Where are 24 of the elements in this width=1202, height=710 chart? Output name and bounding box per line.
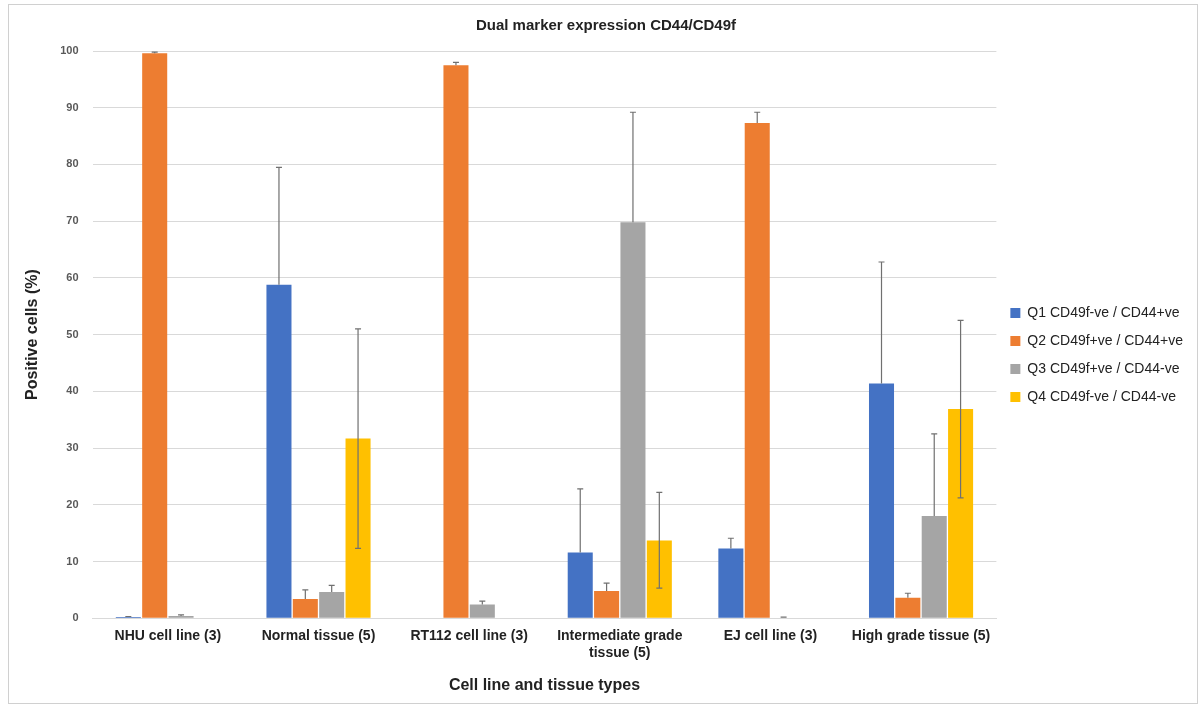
y-tick-label: 90 <box>66 100 79 113</box>
x-axis-title: Cell line and tissue types <box>448 675 641 693</box>
y-tick-label: 20 <box>66 497 79 510</box>
x-tick-label: RT112 cell line (3) <box>410 627 528 644</box>
chart-title: Dual marker expression CD44/CD49f <box>475 16 738 34</box>
legend-label: Q1 CD49f-ve / CD44+ve <box>1027 303 1180 320</box>
y-tick-label: 30 <box>66 441 79 454</box>
y-tick-label: 40 <box>66 384 79 397</box>
x-tick-label: EJ cell line (3) <box>723 627 818 644</box>
y-tick-label: 80 <box>66 157 79 170</box>
y-tick-label: 60 <box>66 270 79 283</box>
legend-label: Q2 CD49f+ve / CD44+ve <box>1027 331 1184 348</box>
x-tick-label: NHU cell line (3) <box>114 627 222 644</box>
y-tick-label: 10 <box>66 554 79 567</box>
x-tick-label: High grade tissue (5) <box>851 627 991 644</box>
y-tick-label: 0 <box>72 611 79 624</box>
x-tick-label: Intermediate grade tissue (5) <box>557 627 683 661</box>
y-tick-label: 100 <box>60 44 79 57</box>
legend-label: Q4 CD49f-ve / CD44-ve <box>1027 387 1177 404</box>
y-axis-title: Positive cells (%) <box>23 269 41 400</box>
y-tick-label: 70 <box>66 214 79 227</box>
x-tick-label: Normal tissue (5) <box>261 627 376 644</box>
y-tick-label: 50 <box>66 327 79 340</box>
legend-label: Q3 CD49f+ve / CD44-ve <box>1027 359 1180 376</box>
